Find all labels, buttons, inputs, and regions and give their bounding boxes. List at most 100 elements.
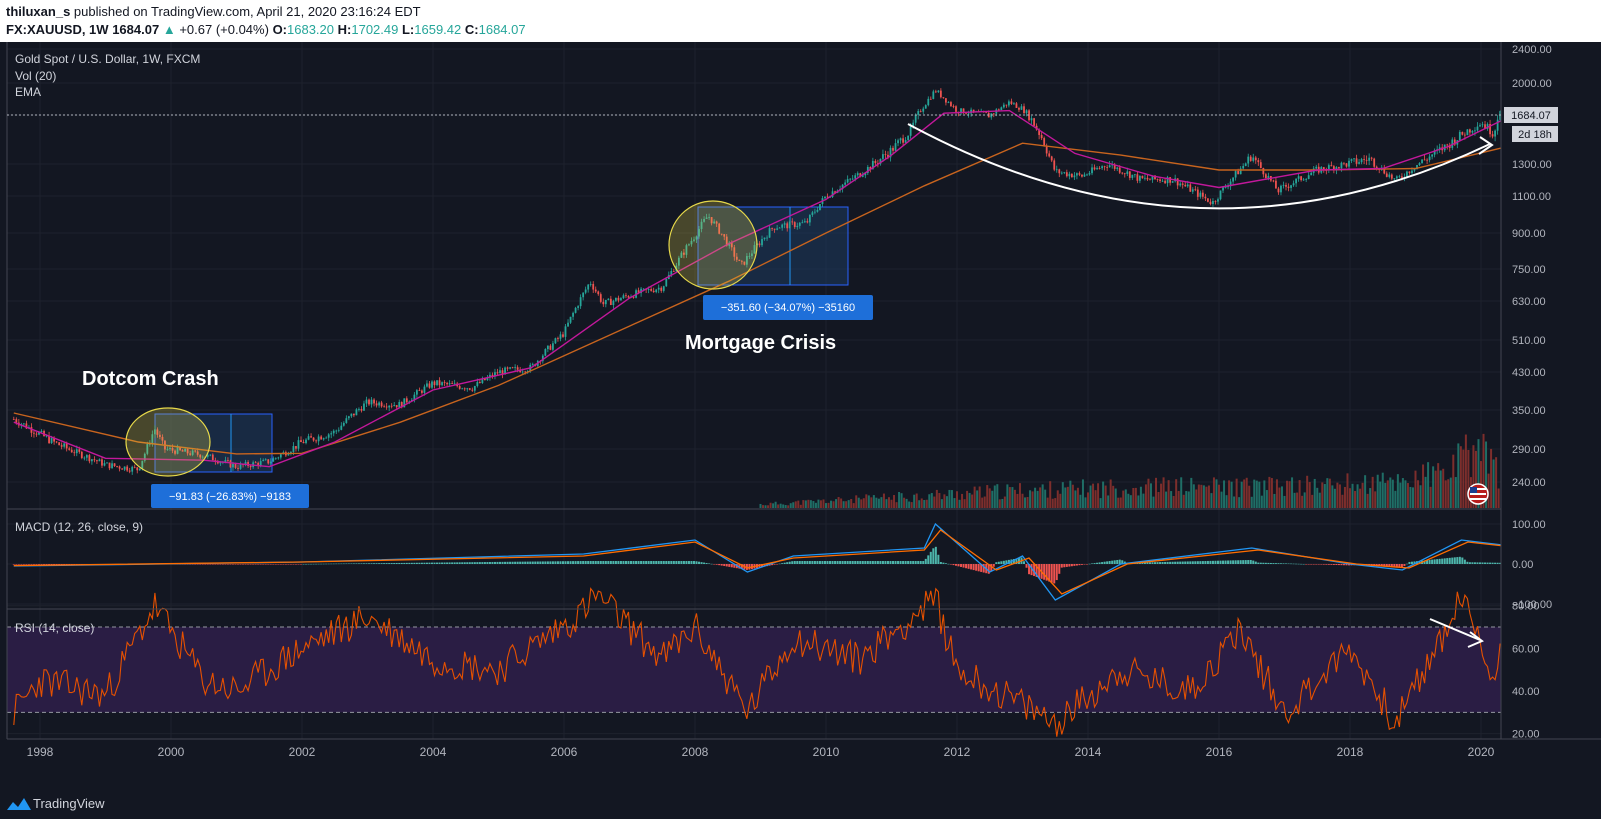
author-name[interactable]: thiluxan_s [6, 4, 71, 19]
macd-hist-bar [1302, 563, 1305, 565]
macd-hist-bar [1395, 564, 1398, 568]
vol-legend[interactable]: Vol (20) [15, 69, 56, 83]
candle-body [471, 389, 474, 391]
macd-hist-bar [1030, 564, 1033, 576]
macd-hist-bar [859, 561, 862, 564]
candle-body [1113, 164, 1116, 169]
ema-fast-line [13, 109, 1501, 468]
macd-hist-bar [1342, 564, 1345, 566]
volume-bar [1278, 487, 1281, 508]
candle-body [431, 381, 433, 388]
macd-hist-bar [907, 561, 910, 564]
macd-hist-bar [289, 564, 292, 565]
rsi-legend[interactable]: RSI (14, close) [15, 621, 94, 635]
candle-body [1242, 165, 1245, 169]
candle-body [937, 90, 940, 93]
time-tick-label: 2006 [551, 745, 578, 759]
candle-body [436, 380, 438, 386]
high-value: 1702.49 [351, 22, 399, 37]
mortgage-crisis-label[interactable]: Mortgage Crisis [685, 332, 836, 354]
macd-hist-bar [1154, 562, 1157, 564]
macd-hist-bar [864, 561, 867, 564]
volume-bar [1220, 491, 1223, 508]
candle-body [1375, 166, 1378, 169]
volume-bar [1061, 482, 1064, 508]
macd-hist-bar [1484, 562, 1487, 564]
macd-hist-bar [320, 563, 323, 565]
volume-bar [908, 501, 911, 508]
candle-body [80, 451, 83, 458]
macd-hist-bar [1113, 560, 1116, 564]
macd-hist-bar [1272, 563, 1275, 564]
dotcom-highlight-circle[interactable] [125, 407, 211, 477]
rsi-line [13, 587, 1501, 737]
dotcom-crash-label[interactable]: Dotcom Crash [82, 368, 219, 390]
macd-hist-bar [811, 561, 814, 564]
macd-hist-bar [342, 563, 345, 565]
macd-hist-bar [894, 561, 897, 564]
volume-bar [1200, 484, 1203, 508]
candle-body [161, 436, 164, 441]
volume-bar [915, 493, 918, 508]
candle-body [403, 398, 406, 408]
macd-hist-bar [1499, 562, 1502, 564]
candle-body [1249, 156, 1252, 161]
ema-legend[interactable]: EMA [15, 85, 41, 99]
candle-body [1194, 189, 1197, 191]
chart-area[interactable]: 2400.002000.001600.001300.001100.00900.0… [0, 42, 1601, 788]
macd-hist-bar [829, 561, 832, 564]
candle-body [1411, 170, 1413, 173]
candle-body [461, 388, 464, 390]
price-tick-label: 750.00 [1512, 264, 1546, 276]
candle-body [1481, 124, 1484, 126]
candle-body [383, 406, 386, 408]
tradingview-logo-icon[interactable] [6, 796, 32, 812]
volume-bar [827, 502, 830, 508]
candle-body [627, 296, 630, 298]
footer: TradingView [0, 788, 1601, 819]
candle-body [25, 423, 28, 429]
candle-body [965, 113, 967, 115]
volume-bar [1089, 485, 1092, 508]
macd-hist-bar [816, 561, 819, 564]
candle-body [887, 154, 889, 158]
volume-bar [762, 505, 765, 508]
volume-bar [1492, 459, 1495, 508]
candle-body [1207, 198, 1209, 202]
dotcom-measure-box[interactable] [154, 413, 273, 473]
candle-body [650, 289, 653, 291]
volume-bar [1021, 493, 1024, 508]
macd-hist-bar [1222, 560, 1225, 564]
macd-hist-bar [1277, 563, 1280, 564]
macd-hist-bar [556, 561, 559, 564]
candle-body [249, 465, 252, 468]
volume-bar [817, 499, 820, 508]
price-tick-label: 350.00 [1512, 405, 1546, 417]
candle-body [1451, 139, 1454, 148]
candle-body [806, 221, 809, 223]
macd-legend[interactable]: MACD (12, 26, close, 9) [15, 520, 143, 534]
candle-body [592, 284, 595, 290]
candle-body [1259, 162, 1262, 169]
macd-hist-bar [695, 561, 698, 564]
main-legend[interactable]: Gold Spot / U.S. Dollar, 1W, FXCM [15, 52, 200, 66]
mortgage-measure-box[interactable] [697, 206, 849, 286]
candle-body [355, 409, 358, 416]
mortgage-highlight-circle[interactable] [668, 200, 758, 290]
candle-body [118, 466, 121, 469]
candle-body [557, 338, 559, 340]
candle-body [1154, 175, 1156, 180]
macd-hist-bar [1043, 564, 1046, 580]
us-flag-icon[interactable] [1467, 483, 1489, 505]
macd-hist-bar [806, 561, 809, 564]
candle-body [229, 460, 232, 468]
volume-bar [1371, 476, 1374, 508]
rounding-bottom-arc[interactable] [907, 123, 1491, 210]
brand-name[interactable]: TradingView [33, 796, 105, 811]
macd-hist-bar [385, 563, 388, 564]
rsi-trend-arrow[interactable] [1429, 618, 1481, 641]
volume-bar [782, 504, 785, 508]
macd-hist-bar [1307, 564, 1310, 565]
candle-body [660, 287, 663, 291]
volume-bar [1031, 491, 1034, 508]
